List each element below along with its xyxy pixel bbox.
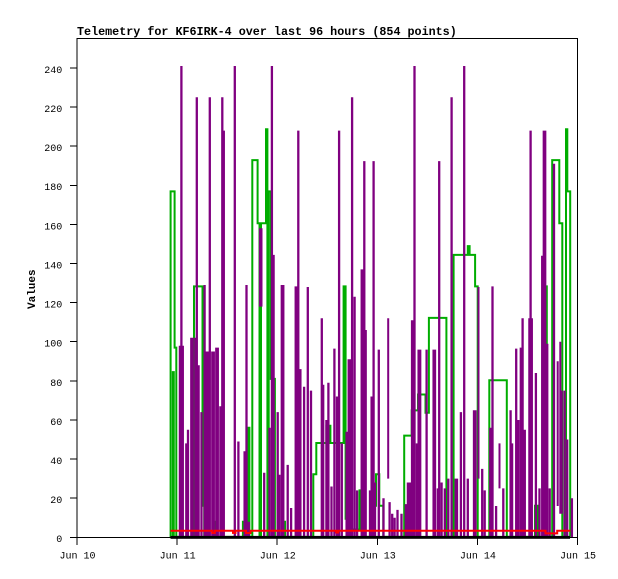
- svg-text:180: 180: [44, 183, 62, 194]
- svg-text:Jun 11: Jun 11: [160, 551, 196, 562]
- svg-text:140: 140: [44, 261, 62, 272]
- svg-text:100: 100: [44, 340, 62, 351]
- svg-text:Values: Values: [27, 269, 39, 309]
- svg-text:Telemetry for KF6IRK-4 over la: Telemetry for KF6IRK-4 over last 96 hour…: [77, 25, 457, 39]
- svg-text:120: 120: [44, 301, 62, 312]
- svg-text:20: 20: [50, 496, 62, 507]
- svg-text:0: 0: [56, 535, 62, 546]
- svg-text:Jun 13: Jun 13: [360, 551, 396, 562]
- svg-text:60: 60: [50, 418, 62, 429]
- svg-text:80: 80: [50, 379, 62, 390]
- svg-text:Jun 15: Jun 15: [560, 551, 596, 562]
- svg-text:220: 220: [44, 105, 62, 116]
- svg-text:200: 200: [44, 144, 62, 155]
- svg-text:40: 40: [50, 457, 62, 468]
- svg-text:Jun 10: Jun 10: [59, 551, 95, 562]
- svg-text:160: 160: [44, 222, 62, 233]
- svg-text:240: 240: [44, 66, 62, 77]
- svg-text:Jun 12: Jun 12: [260, 551, 296, 562]
- svg-text:Jun 14: Jun 14: [460, 551, 496, 562]
